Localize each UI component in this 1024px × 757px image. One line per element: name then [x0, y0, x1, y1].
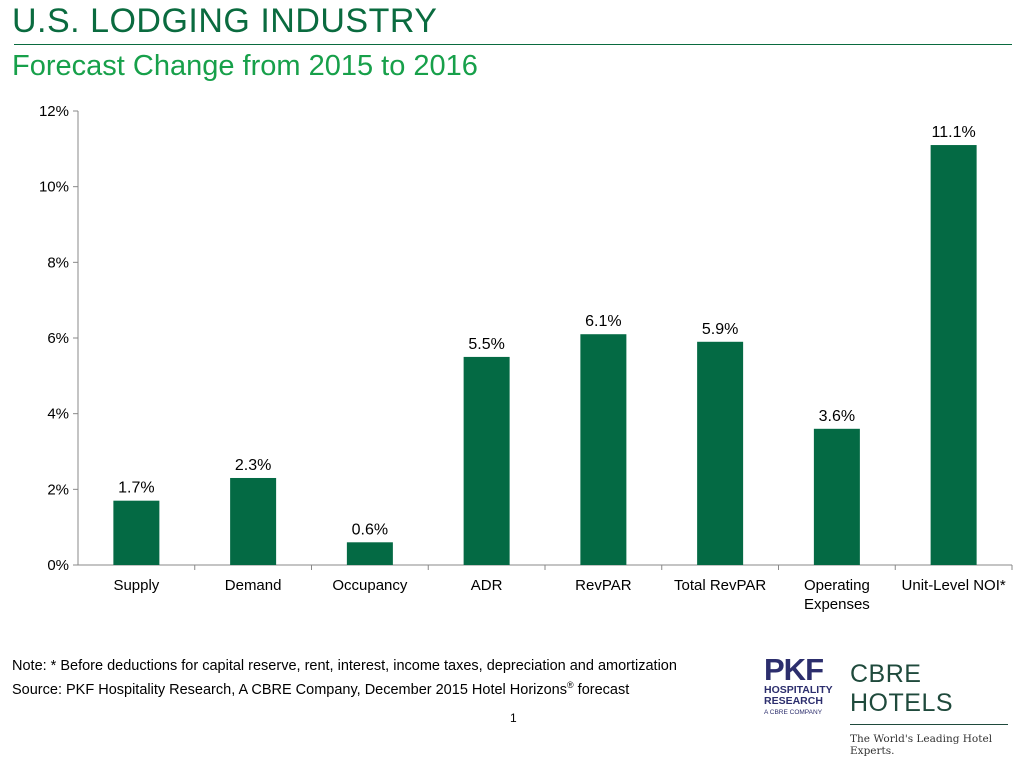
x-tick-label: Operating Expenses [804, 577, 870, 613]
source-text: Source: PKF Hospitality Research, A CBRE… [12, 681, 568, 698]
bar [346, 542, 393, 565]
x-tick-label-line: Occupancy [332, 577, 408, 594]
x-tick-label: Occupancy [332, 577, 408, 594]
cbre-divider [850, 724, 1008, 725]
x-tick-label: Supply [113, 577, 159, 594]
y-tick-label: 6% [47, 330, 69, 347]
x-tick-label-line: ADR [471, 577, 503, 594]
bar [930, 145, 977, 566]
x-tick-label-line: Unit-Level NOI* [902, 577, 1006, 594]
bar [697, 341, 744, 565]
source-suffix: forecast [573, 681, 630, 698]
x-tick-label-line: RevPAR [575, 577, 632, 594]
data-label: 0.6% [352, 521, 388, 538]
title-divider [14, 44, 1012, 45]
pkf-line-2: RESEARCH [764, 695, 823, 707]
source-line: Source: PKF Hospitality Research, A CBRE… [12, 676, 677, 700]
footnote: Note: * Before deductions for capital re… [12, 657, 677, 700]
data-label: 2.3% [235, 457, 271, 474]
page-number: 1 [510, 711, 517, 725]
x-tick-label: Total RevPAR [674, 577, 766, 594]
cbre-logo: CBRE HOTELS The World's Leading Hotel Ex… [850, 660, 1024, 757]
data-label: 3.6% [819, 408, 855, 425]
registered-mark: ® [567, 680, 574, 690]
bar [113, 500, 160, 565]
data-label: 5.5% [468, 336, 504, 353]
x-tick-label: ADR [471, 577, 503, 594]
y-tick-label: 8% [47, 254, 69, 271]
bar-chart: 0% 2% 4% 6% 8% 10% 12% 1.7% Supply 2.3% Demand 0.6%… [39, 103, 1013, 613]
bar [230, 477, 277, 565]
data-label: 11.1% [932, 124, 976, 141]
y-tick-label: 4% [47, 406, 69, 423]
bar [813, 428, 860, 565]
page-subtitle: Forecast Change from 2015 to 2016 [12, 50, 478, 82]
y-tick-label: 0% [47, 557, 69, 574]
pkf-line-1: HOSPITALITY [764, 684, 833, 696]
y-tick-label: 2% [47, 481, 69, 498]
data-label: 5.9% [702, 321, 738, 338]
pkf-mark: PKF [764, 652, 824, 687]
note-text: Note: * Before deductions for capital re… [12, 658, 677, 674]
x-tick-label: RevPAR [575, 577, 632, 594]
bar [463, 356, 510, 565]
x-tick-label: Demand [225, 577, 282, 594]
y-tick-label: 10% [39, 179, 69, 196]
cbre-tagline: The World's Leading Hotel Experts. [850, 733, 993, 757]
data-label: 6.1% [585, 313, 621, 330]
x-tick-label: Unit-Level NOI* [902, 577, 1006, 594]
x-tick-label-line: Demand [225, 577, 282, 594]
page-title: U.S. LODGING INDUSTRY [12, 2, 438, 40]
x-tick-label-line: Total RevPAR [674, 577, 766, 594]
x-tick-label-line: Expenses [804, 596, 870, 613]
pkf-tagline: A CBRE COMPANY [764, 709, 823, 716]
y-tick-label: 12% [39, 103, 69, 120]
x-tick-label-line: Operating [804, 577, 870, 594]
bar [580, 334, 627, 565]
x-tick-label-line: Supply [113, 577, 159, 594]
cbre-name: CBRE HOTELS [850, 660, 954, 717]
data-label: 1.7% [118, 480, 154, 497]
pkf-logo: PKF HOSPITALITY RESEARCH A CBRE COMPANY [764, 652, 836, 716]
